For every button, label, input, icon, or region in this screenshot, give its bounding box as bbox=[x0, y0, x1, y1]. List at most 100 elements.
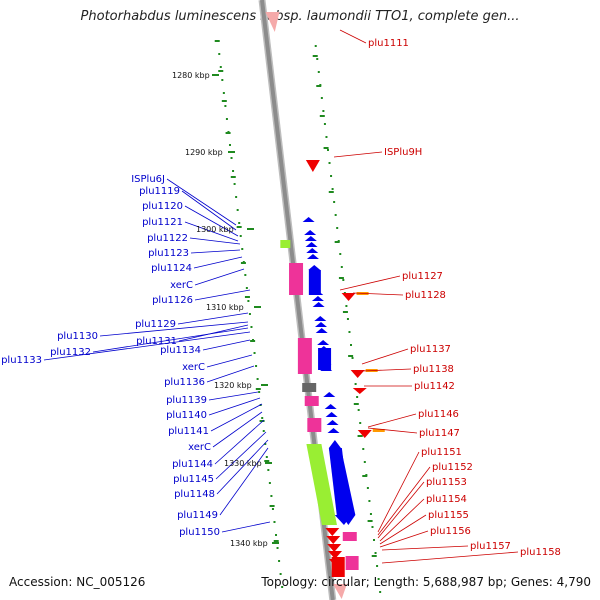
tick-dot bbox=[322, 110, 325, 112]
tick-dot bbox=[245, 287, 248, 289]
tick-dash bbox=[269, 505, 275, 507]
right-leader-line bbox=[367, 413, 417, 428]
left-leader-line bbox=[208, 397, 261, 416]
reverse-gene-arrow bbox=[328, 551, 343, 559]
left-gene-label: plu1122 bbox=[147, 233, 188, 244]
right-gene-label: plu1156 bbox=[430, 526, 471, 537]
left-gene-label: plu1149 bbox=[177, 510, 218, 521]
right-gene-label: plu1127 bbox=[402, 271, 443, 282]
left-gene-label: plu1150 bbox=[179, 527, 220, 538]
left-gene-label: xerC bbox=[170, 280, 193, 291]
tick-dot bbox=[219, 66, 222, 68]
right-gene-label: plu1155 bbox=[428, 510, 469, 521]
right-leader-line bbox=[339, 29, 367, 44]
forward-gene-arrow bbox=[304, 236, 317, 241]
map-title: Photorhabdus luminescens subsp. laumondi… bbox=[80, 9, 520, 24]
left-gene-label: plu1124 bbox=[151, 263, 192, 274]
right-gene-label: plu1128 bbox=[405, 290, 446, 301]
right-gene-label: plu1147 bbox=[419, 428, 460, 439]
tick-dot bbox=[376, 565, 379, 567]
right-gene-label: plu1142 bbox=[414, 381, 455, 392]
tick-dot bbox=[244, 274, 247, 276]
right-leader-line bbox=[352, 292, 404, 296]
tick-dot bbox=[320, 97, 323, 99]
feature-layer bbox=[265, 12, 385, 599]
tick-dot bbox=[340, 266, 343, 268]
green-feature-long bbox=[306, 444, 337, 525]
tick-dash bbox=[357, 435, 363, 437]
forward-gene-arrow bbox=[311, 296, 324, 301]
pink-feature bbox=[289, 263, 304, 295]
tick-dot bbox=[326, 149, 329, 151]
left-gene-label: plu1126 bbox=[152, 295, 193, 306]
forward-gene-arrow bbox=[308, 265, 321, 270]
tick-dot bbox=[331, 188, 334, 190]
tick-dash bbox=[255, 388, 261, 390]
tick-dot bbox=[264, 443, 267, 445]
tick-dot bbox=[379, 591, 382, 593]
reverse-gene-arrow bbox=[352, 388, 367, 394]
tick-dot bbox=[228, 144, 231, 146]
tick-dot bbox=[221, 79, 224, 81]
tick-dot bbox=[278, 560, 281, 562]
right-leader-line bbox=[381, 551, 519, 564]
genome-stats-text: Topology: circular; Length: 5,688,987 bp… bbox=[261, 575, 591, 589]
left-gene-label: plu1119 bbox=[139, 186, 180, 197]
tick-dot bbox=[374, 552, 377, 554]
tick-dot bbox=[351, 357, 354, 359]
reverse-gene-faded bbox=[265, 12, 280, 32]
forward-gene-arrow bbox=[323, 392, 336, 397]
forward-gene-arrow bbox=[327, 428, 340, 433]
right-gene-label: plu1154 bbox=[426, 494, 467, 505]
tick-dot bbox=[371, 526, 374, 528]
reverse-gene-arrow bbox=[357, 430, 372, 438]
tick-dot bbox=[271, 508, 274, 510]
tick-dash bbox=[328, 191, 334, 193]
tick-dot bbox=[279, 573, 282, 575]
tick-layer bbox=[212, 40, 382, 593]
tick-dot bbox=[339, 253, 342, 255]
tick-dash bbox=[323, 147, 329, 149]
label-layer: 1280 kbp 1290 kbp 1300 kbp 1310 kbp 1320 kbp… bbox=[1, 38, 561, 558]
tick-dot bbox=[224, 105, 227, 107]
right-gene-label: plu1151 bbox=[421, 447, 462, 458]
tick-dot bbox=[261, 417, 264, 419]
tick-dash bbox=[371, 555, 377, 557]
right-leader-line bbox=[379, 498, 425, 542]
orange-feature bbox=[372, 429, 385, 432]
left-leader-line bbox=[210, 403, 263, 432]
scale-label: 1330 kbp bbox=[224, 459, 262, 468]
right-leader-line bbox=[381, 545, 469, 551]
tick-dot bbox=[363, 461, 366, 463]
right-gene-label: plu1157 bbox=[470, 541, 511, 552]
left-gene-label: plu1140 bbox=[166, 410, 207, 421]
forward-gene-arrow bbox=[306, 248, 319, 253]
reverse-gene-bar bbox=[331, 557, 345, 577]
forward-gene-arrow bbox=[305, 242, 318, 247]
tick-dot bbox=[236, 209, 239, 211]
forward-gene-arrow bbox=[326, 420, 339, 425]
left-leader-line bbox=[43, 331, 251, 361]
forward-gene-arrow bbox=[302, 217, 315, 222]
tick-dot bbox=[238, 222, 241, 224]
tick-dot bbox=[368, 500, 371, 502]
tick-dash bbox=[225, 132, 231, 134]
right-leader-line bbox=[377, 466, 431, 536]
tick-dot bbox=[334, 214, 337, 216]
left-leader-line bbox=[219, 447, 269, 516]
tick-dash bbox=[338, 277, 344, 279]
left-gene-label: plu1120 bbox=[142, 201, 183, 212]
tick-dot bbox=[346, 318, 349, 320]
left-gene-label: ISPlu6J bbox=[131, 174, 165, 185]
reverse-gene-arrow bbox=[327, 544, 342, 552]
left-leader-line bbox=[202, 339, 251, 351]
tick-dot bbox=[258, 391, 261, 393]
tick-dash bbox=[240, 262, 246, 264]
leader-layer bbox=[43, 29, 519, 564]
grey-feature bbox=[302, 383, 317, 392]
tick-dash bbox=[348, 355, 354, 357]
tick-dot bbox=[369, 513, 372, 515]
right-gene-label: plu1138 bbox=[413, 364, 454, 375]
left-leader-line bbox=[189, 237, 241, 245]
